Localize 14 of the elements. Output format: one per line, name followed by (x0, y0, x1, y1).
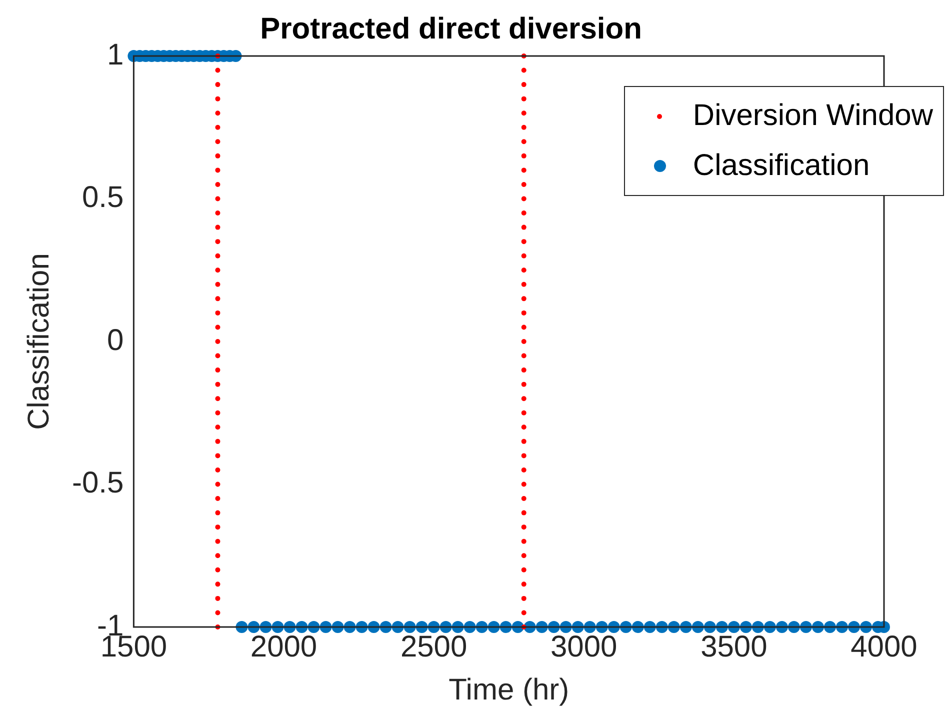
x-tick-label: 2000 (250, 630, 318, 664)
legend-label: Classification (692, 149, 870, 183)
y-tick-label: 0 (107, 324, 124, 357)
x-axis-title: Time (hr) (448, 673, 570, 706)
legend-label: Diversion Window (692, 99, 933, 133)
y-tick-label: 0.5 (82, 181, 124, 214)
y-axis-title: Classification (22, 253, 56, 430)
chart-title: Protracted direct diversion (260, 12, 642, 46)
y-tick-label: 1 (107, 38, 124, 72)
x-tick-label: 2500 (400, 630, 468, 664)
x-tick-label: 4000 (850, 630, 918, 664)
x-tick-label: 3500 (700, 630, 768, 664)
y-tick-label: -0.5 (72, 466, 124, 500)
x-tick-label: 3000 (550, 630, 618, 664)
